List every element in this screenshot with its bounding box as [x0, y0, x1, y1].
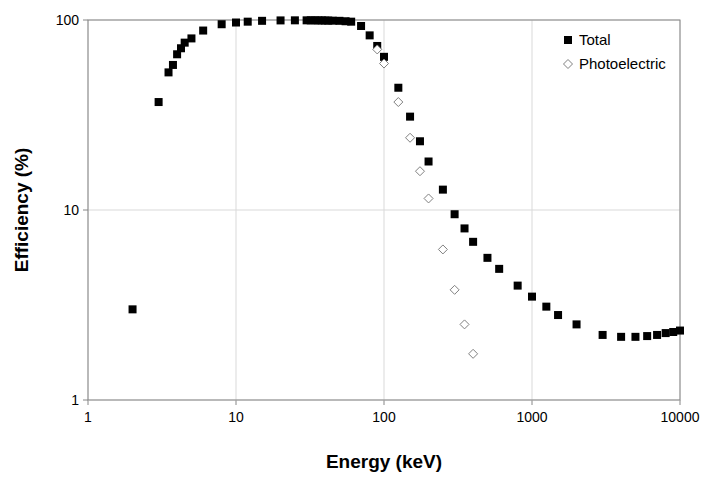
data-point — [187, 34, 195, 42]
data-point — [155, 98, 163, 106]
y-axis-title: Efficiency (%) — [11, 148, 32, 273]
data-point — [573, 320, 581, 328]
data-point — [406, 113, 414, 121]
data-point — [232, 19, 240, 27]
data-point — [169, 61, 177, 69]
y-tick — [83, 210, 88, 211]
data-point — [469, 349, 478, 358]
data-point — [653, 331, 661, 339]
x-tick — [236, 400, 237, 405]
x-tick — [680, 400, 681, 405]
data-point — [277, 16, 285, 24]
data-point — [662, 329, 670, 337]
y-tick — [83, 20, 88, 21]
data-point — [460, 320, 469, 329]
data-point — [347, 18, 355, 26]
data-point — [291, 16, 299, 24]
chart: 1 10 100 1000 10000 1 10 100 Energy (keV) Efficie… — [0, 0, 711, 478]
data-point — [373, 45, 382, 54]
legend-marker — [564, 36, 572, 44]
data-point — [631, 333, 639, 341]
data-point — [461, 224, 469, 232]
y-tick-label: 100 — [56, 12, 80, 28]
plot-area — [88, 20, 680, 400]
data-point — [469, 238, 477, 246]
data-point — [394, 98, 403, 107]
x-tick-label: 10 — [228, 409, 244, 425]
x-tick-label: 1000 — [516, 409, 547, 425]
x-tick — [88, 400, 89, 405]
data-point — [425, 157, 433, 165]
data-point — [199, 27, 207, 35]
data-point — [258, 17, 266, 25]
data-point — [380, 59, 389, 68]
data-group — [129, 16, 684, 358]
data-point — [366, 31, 374, 39]
x-tick-label: 10000 — [661, 409, 700, 425]
data-point — [218, 20, 226, 28]
data-point — [451, 210, 459, 218]
x-axis-title: Energy (keV) — [326, 451, 442, 472]
data-point — [542, 303, 550, 311]
x-tick-label: 100 — [372, 409, 396, 425]
data-point — [676, 327, 684, 335]
data-point — [495, 265, 503, 273]
legend-marker — [564, 60, 573, 69]
data-point — [483, 254, 491, 262]
y-tick — [83, 400, 88, 401]
data-point — [450, 285, 459, 294]
x-tick-label: 1 — [84, 409, 92, 425]
data-point — [438, 245, 447, 254]
data-point — [165, 68, 173, 76]
x-tick — [532, 400, 533, 405]
legend: Total Photoelectric — [564, 31, 667, 72]
data-point — [406, 133, 415, 142]
data-point — [129, 305, 137, 313]
data-point — [424, 194, 433, 203]
y-tick-label: 10 — [63, 202, 79, 218]
data-point — [439, 186, 447, 194]
data-point — [554, 311, 562, 319]
data-point — [416, 137, 424, 145]
data-point — [514, 282, 522, 290]
data-point — [599, 331, 607, 339]
y-grid-line — [88, 210, 680, 211]
legend-label: Total — [579, 31, 611, 48]
x-tick — [384, 400, 385, 405]
data-point — [394, 84, 402, 92]
data-point — [643, 332, 651, 340]
data-point — [617, 333, 625, 341]
data-point — [244, 18, 252, 26]
data-point — [415, 167, 424, 176]
legend-label: Photoelectric — [579, 55, 666, 72]
data-point — [357, 22, 365, 30]
plot-frame — [88, 20, 680, 400]
y-tick-label: 1 — [71, 392, 79, 408]
data-point — [528, 293, 536, 301]
